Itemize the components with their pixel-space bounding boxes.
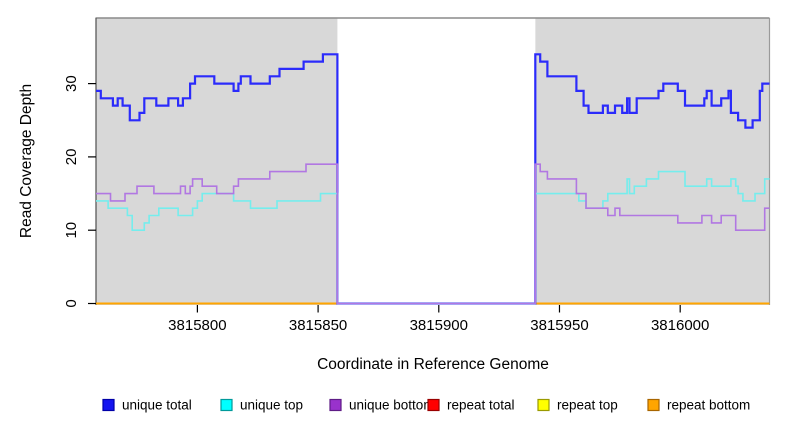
legend-label-unique-top: unique top <box>240 398 303 413</box>
legend-label-unique-total: unique total <box>122 398 192 413</box>
y-tick-label: 20 <box>63 149 80 166</box>
y-tick-label: 10 <box>63 222 80 239</box>
shaded-region-left <box>96 18 338 305</box>
legend-swatch-unique-top <box>220 398 233 412</box>
legend-label-repeat-bottom: repeat bottom <box>667 398 750 413</box>
legend-swatch-repeat-bottom <box>647 398 660 412</box>
x-tick-label: 3815800 <box>168 317 226 334</box>
legend: unique total unique top unique bottom repea… <box>102 398 750 413</box>
legend-swatch-unique-total <box>102 398 115 412</box>
legend-swatch-repeat-top <box>537 398 550 412</box>
legend-swatch-unique-bottom <box>329 398 342 412</box>
y-tick-label: 0 <box>63 299 80 307</box>
legend-label-unique-bottom: unique bottom <box>349 398 435 413</box>
series-line-unique-bottom <box>96 163 770 305</box>
legend-label-repeat-top: repeat top <box>557 398 618 413</box>
y-tick-label: 30 <box>63 75 80 92</box>
x-tick-label: 3815850 <box>289 317 347 334</box>
legend-label-repeat-total: repeat total <box>447 398 515 413</box>
legend-swatch-repeat-total <box>427 398 440 412</box>
x-tick-label: 3815900 <box>410 317 468 334</box>
series-line-unique-total <box>96 53 770 305</box>
plot-background-layer <box>95 17 771 305</box>
series-line-unique-top <box>96 170 770 305</box>
x-tick-label: 3815950 <box>530 317 588 334</box>
x-axis-title: Coordinate in Reference Genome <box>317 356 549 373</box>
axes-layer: 3815800 3815850 3815900 3815950 3816000 0 10 20… <box>63 75 709 334</box>
y-axis-title: Read Coverage Depth <box>18 84 35 238</box>
shaded-region-right <box>535 18 770 305</box>
x-tick-label: 3816000 <box>651 317 709 334</box>
series-lines-layer <box>96 53 770 305</box>
